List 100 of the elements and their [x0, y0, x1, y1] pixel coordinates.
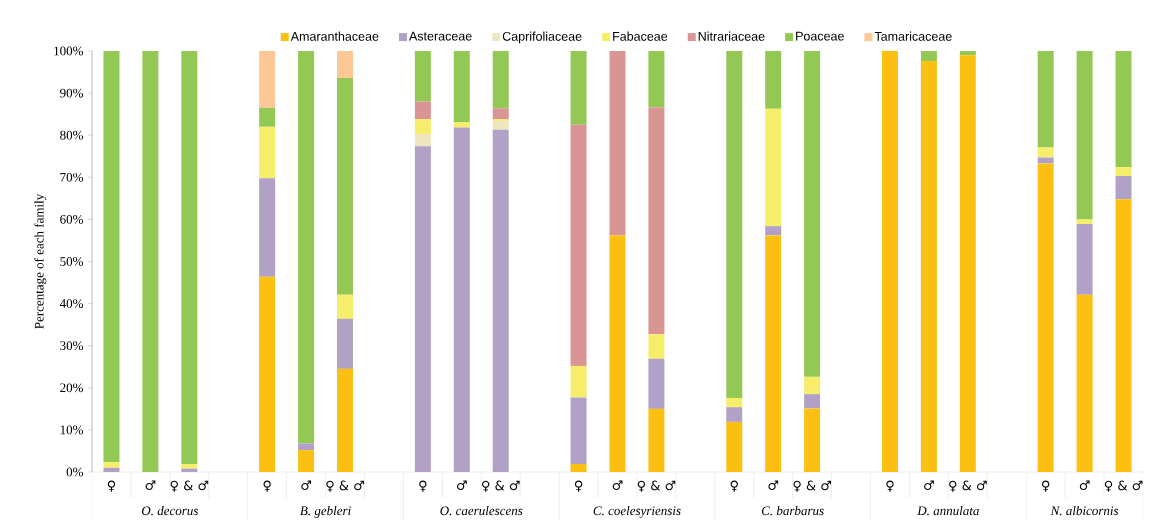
y-tick-label: 30%	[60, 341, 84, 351]
x-tick-label: ♂	[301, 480, 312, 491]
x-tick-label: ♀ & ♂	[170, 480, 209, 492]
bar	[648, 334, 665, 359]
bar	[414, 101, 431, 120]
bar	[609, 51, 626, 236]
text: C. barbarus	[761, 505, 824, 516]
bar	[1076, 294, 1093, 472]
bar	[259, 276, 276, 472]
y-tick-label: 60%	[60, 214, 84, 224]
y-tick-label: 50%	[60, 257, 84, 266]
bar	[648, 51, 665, 108]
bar	[492, 120, 509, 130]
bar	[570, 124, 587, 366]
y-tick-label: 80%	[60, 130, 84, 140]
bar	[337, 51, 354, 78]
bar	[959, 55, 976, 472]
bar	[804, 408, 821, 472]
bar	[1115, 176, 1132, 200]
bar	[103, 467, 120, 472]
bar	[765, 51, 782, 109]
bar	[298, 443, 315, 451]
x-tick-label: ♂	[924, 480, 934, 491]
bar	[920, 61, 937, 472]
bar	[920, 51, 937, 62]
legend-label: Caprifoliaceae	[502, 31, 582, 44]
x-tick-label: ♀	[886, 480, 894, 492]
bar	[881, 51, 898, 472]
bar	[648, 107, 665, 335]
bar	[570, 397, 587, 464]
bar	[337, 77, 354, 295]
bar	[570, 51, 587, 125]
x-tick-label: ♀ & ♂	[949, 480, 987, 492]
bar	[648, 408, 665, 472]
bar	[570, 365, 587, 398]
text: B. gebleri	[300, 505, 351, 518]
text: O. decorus	[141, 505, 198, 516]
bar	[959, 51, 976, 56]
text: N. albicornis	[1050, 505, 1119, 516]
bar	[453, 127, 470, 472]
text: D. annulata	[917, 505, 979, 516]
bar	[609, 235, 626, 472]
bar	[726, 51, 743, 398]
x-tick-label: ♀ & ♂	[482, 480, 520, 492]
x-tick-label: ♀ & ♂	[637, 480, 676, 492]
y-tick-label: 40%	[59, 299, 84, 309]
x-tick-label: ♂	[1079, 480, 1090, 491]
x-tick-label: ♀ & ♂	[793, 480, 832, 492]
y-tick-label: 0%	[66, 467, 84, 477]
bar	[804, 394, 821, 409]
bar	[298, 51, 315, 444]
bar	[570, 464, 587, 472]
bar	[259, 126, 276, 179]
text: C. coelesyriensis	[593, 505, 681, 518]
bar	[453, 51, 470, 123]
bar	[804, 51, 821, 377]
bar	[259, 107, 276, 127]
bar	[414, 51, 431, 102]
bar	[648, 358, 665, 409]
x-tick-label: ♀	[730, 480, 738, 492]
bar	[1076, 224, 1093, 295]
bar	[1076, 219, 1093, 225]
bar	[298, 450, 315, 472]
bar	[414, 119, 431, 134]
x-tick-label: ♂	[457, 480, 467, 491]
y-tick-label: 10%	[60, 425, 84, 435]
bar	[492, 51, 509, 109]
bar	[103, 51, 120, 463]
bar	[337, 294, 354, 319]
bar	[765, 108, 782, 227]
y-tick-label: 90%	[60, 88, 84, 98]
bar	[804, 376, 821, 395]
y-axis-title: Percentage of each family	[34, 193, 47, 329]
bar	[103, 462, 120, 468]
bar	[726, 397, 743, 408]
bar	[453, 122, 470, 128]
bar	[726, 407, 743, 422]
bar	[142, 51, 159, 472]
bar	[414, 133, 431, 147]
x-tick-label: ♀	[574, 480, 583, 492]
bar	[1037, 51, 1054, 148]
bar	[1115, 199, 1132, 472]
y-tick-label: 20%	[60, 383, 84, 393]
x-tick-label: ♀ & ♂	[1104, 480, 1143, 492]
x-tick-label: ♂	[768, 480, 779, 491]
legend-label: Tamaricaceae	[874, 31, 952, 41]
bar	[1076, 51, 1093, 220]
x-tick-label: ♀	[1042, 480, 1050, 492]
legend-label: Poaceae	[796, 31, 844, 41]
x-tick-label: ♀	[107, 480, 116, 492]
bar	[181, 51, 198, 464]
x-tick-label: ♀ & ♂	[326, 480, 364, 492]
bar	[414, 146, 431, 472]
bar	[259, 51, 276, 108]
x-tick-label: ♂	[612, 480, 623, 491]
y-tick-label: 70%	[60, 172, 84, 182]
bar	[1037, 147, 1054, 158]
bar	[492, 129, 509, 472]
x-tick-label: ♀	[263, 480, 271, 492]
text: O. caerulescens	[440, 505, 523, 516]
